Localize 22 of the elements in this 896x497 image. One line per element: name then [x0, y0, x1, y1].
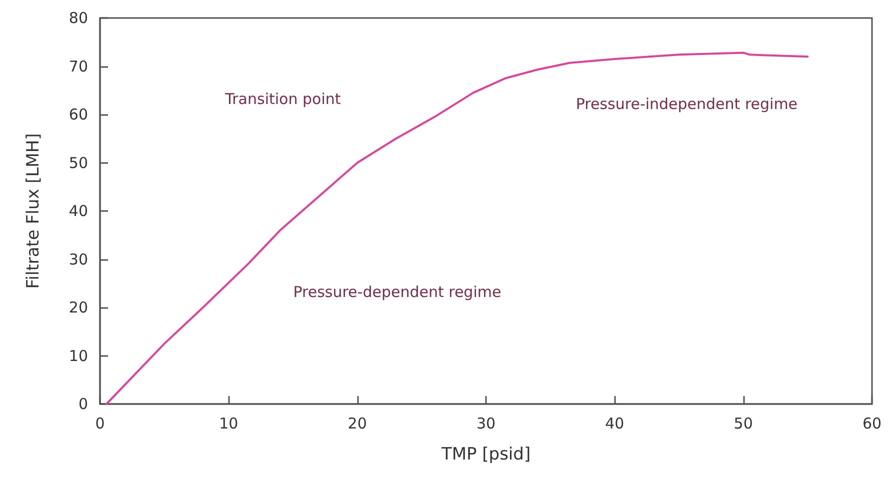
- x-tick-label: 20: [348, 414, 367, 432]
- x-tick-label: 50: [734, 414, 753, 432]
- annotation: Transition point: [224, 90, 341, 108]
- x-tick-label: 0: [95, 414, 105, 432]
- annotation: Pressure-dependent regime: [293, 283, 502, 302]
- y-tick-label: 50: [68, 154, 88, 172]
- y-tick-label: 0: [78, 395, 88, 413]
- y-tick-label: 30: [68, 250, 88, 268]
- y-tick-label: 40: [68, 202, 88, 220]
- x-tick-label: 10: [219, 414, 238, 432]
- line-series: [105, 52, 809, 405]
- y-tick-label: 10: [68, 346, 88, 365]
- x-axis-title: TMP [psid]: [440, 444, 531, 464]
- y-tick-label: 80: [68, 9, 88, 27]
- y-axis-title: Filtrate Flux [LMH]: [24, 133, 44, 289]
- y-tick-label: 60: [68, 106, 88, 124]
- x-tick-label: 30: [476, 414, 496, 432]
- y-tick-label: 20: [68, 298, 88, 316]
- x-tick-label: 60: [862, 414, 882, 432]
- y-tick-label: 70: [68, 57, 88, 76]
- annotation: Pressure-independent regime: [576, 95, 798, 114]
- x-tick-label: 40: [605, 414, 624, 432]
